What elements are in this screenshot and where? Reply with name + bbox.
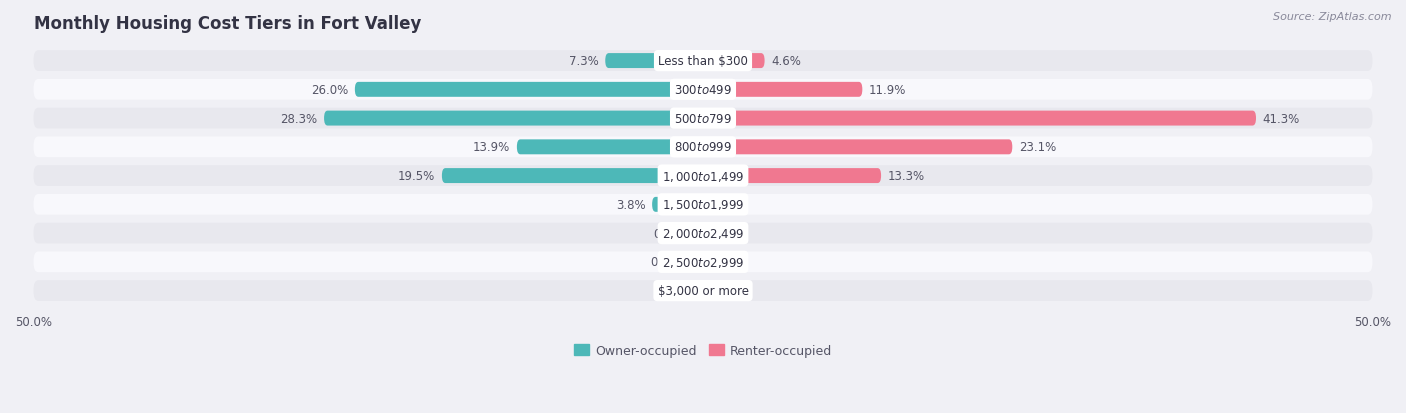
Text: 11.9%: 11.9% [869,83,907,97]
FancyBboxPatch shape [323,112,703,126]
Text: 23.1%: 23.1% [1019,141,1056,154]
Text: 28.3%: 28.3% [280,112,318,125]
FancyBboxPatch shape [703,140,1012,155]
FancyBboxPatch shape [441,169,703,184]
Text: 0.46%: 0.46% [652,227,690,240]
Text: Less than $300: Less than $300 [658,55,748,68]
Text: 0.69%: 0.69% [650,256,688,269]
Text: $1,500 to $1,999: $1,500 to $1,999 [662,198,744,212]
FancyBboxPatch shape [34,195,1372,215]
Text: $1,000 to $1,499: $1,000 to $1,499 [662,169,744,183]
Text: 13.3%: 13.3% [887,170,925,183]
Legend: Owner-occupied, Renter-occupied: Owner-occupied, Renter-occupied [568,339,838,362]
Text: 19.5%: 19.5% [398,170,436,183]
Text: 0.0%: 0.0% [710,198,740,211]
FancyBboxPatch shape [34,223,1372,244]
Text: 4.6%: 4.6% [772,55,801,68]
FancyBboxPatch shape [34,51,1372,72]
FancyBboxPatch shape [703,169,882,184]
Text: 13.9%: 13.9% [472,141,510,154]
Text: 3.8%: 3.8% [616,198,645,211]
FancyBboxPatch shape [652,197,703,212]
Text: Source: ZipAtlas.com: Source: ZipAtlas.com [1274,12,1392,22]
FancyBboxPatch shape [34,109,1372,129]
Text: 0.0%: 0.0% [710,256,740,269]
FancyBboxPatch shape [34,80,1372,100]
FancyBboxPatch shape [34,280,1372,301]
Text: 0.0%: 0.0% [666,285,696,297]
Text: 0.0%: 0.0% [710,227,740,240]
Text: $300 to $499: $300 to $499 [673,83,733,97]
Text: 7.3%: 7.3% [569,55,599,68]
FancyBboxPatch shape [354,83,703,97]
Text: 41.3%: 41.3% [1263,112,1301,125]
FancyBboxPatch shape [703,54,765,69]
Text: 26.0%: 26.0% [311,83,349,97]
Text: Monthly Housing Cost Tiers in Fort Valley: Monthly Housing Cost Tiers in Fort Valle… [34,15,420,33]
FancyBboxPatch shape [605,54,703,69]
Text: $800 to $999: $800 to $999 [673,141,733,154]
FancyBboxPatch shape [517,140,703,155]
FancyBboxPatch shape [703,112,1256,126]
FancyBboxPatch shape [693,255,703,270]
FancyBboxPatch shape [34,252,1372,273]
FancyBboxPatch shape [34,137,1372,158]
Text: $2,000 to $2,499: $2,000 to $2,499 [662,227,744,240]
Text: $500 to $799: $500 to $799 [673,112,733,125]
FancyBboxPatch shape [34,166,1372,187]
Text: 0.0%: 0.0% [710,285,740,297]
Text: $3,000 or more: $3,000 or more [658,285,748,297]
Text: $2,500 to $2,999: $2,500 to $2,999 [662,255,744,269]
FancyBboxPatch shape [697,226,703,241]
FancyBboxPatch shape [703,83,862,97]
